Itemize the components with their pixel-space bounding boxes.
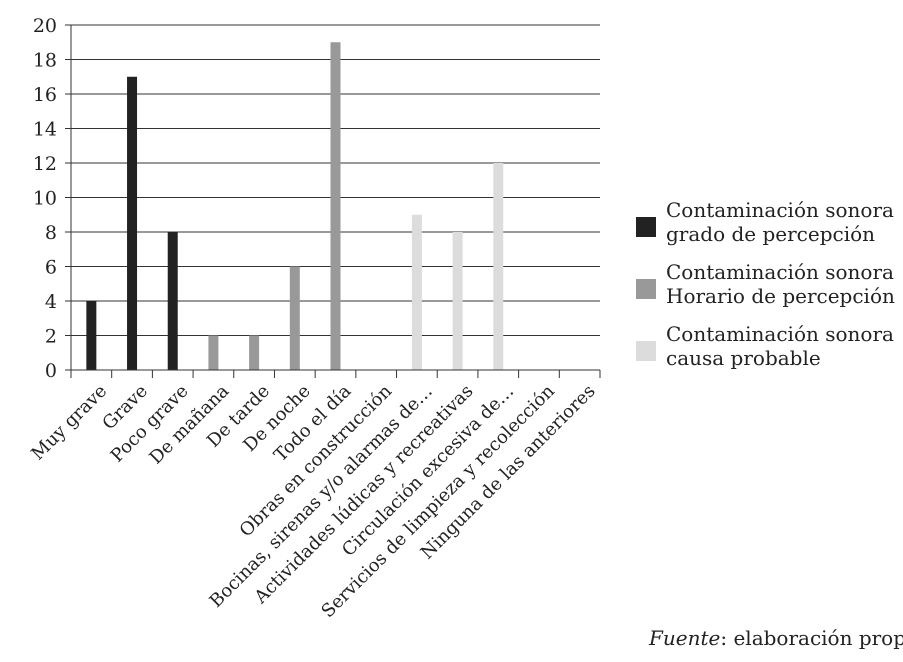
legend-label-line: Horario de percepción — [666, 284, 895, 308]
legend-label-line: grado de percepción — [666, 222, 876, 246]
legend-label-line: Contaminación sonora — [666, 198, 894, 222]
y-tick-label: 6 — [45, 257, 57, 279]
y-tick-label: 2 — [45, 326, 57, 348]
legend-swatch — [636, 217, 656, 237]
bar-3-10 — [452, 232, 463, 370]
legend-label-line: Contaminación sonora — [666, 322, 894, 346]
y-tick-label: 12 — [33, 153, 57, 175]
y-tick-label: 0 — [45, 360, 57, 382]
y-tick-label: 10 — [33, 188, 57, 210]
y-tick-label: 8 — [45, 222, 57, 244]
y-tick-label: 20 — [33, 15, 57, 37]
legend-item-causa: Contaminación sonora causa probable — [636, 322, 901, 384]
legend-label: Contaminación sonora Horario de percepci… — [666, 260, 895, 308]
legend-item-horario: Contaminación sonora Horario de percepci… — [636, 260, 901, 322]
bar-2-5 — [249, 335, 260, 370]
bar-1-1 — [86, 301, 97, 370]
legend-label-line: causa probable — [666, 346, 821, 370]
bar-3-9 — [411, 214, 422, 370]
y-tick-label: 16 — [33, 84, 57, 106]
source-note: Fuente: elaboración propia — [649, 626, 903, 650]
legend-label: Contaminación sonora causa probable — [666, 322, 894, 370]
x-category-label: Muy grave — [27, 381, 111, 465]
legend-swatch — [636, 279, 656, 299]
legend-label-line: Contaminación sonora — [666, 260, 894, 284]
y-tick-label: 14 — [33, 119, 57, 141]
legend-label: Contaminación sonora grado de percepción — [666, 198, 894, 246]
axes — [65, 24, 601, 378]
legend: Contaminación sonora grado de percepción… — [636, 198, 901, 384]
y-tick-label: 4 — [45, 291, 57, 313]
legend-item-grado: Contaminación sonora grado de percepción — [636, 198, 901, 260]
bar-2-4 — [208, 335, 219, 370]
bar-1-2 — [127, 76, 138, 370]
source-label: Fuente — [649, 626, 721, 650]
bars — [86, 42, 504, 370]
bar-1-3 — [167, 232, 178, 370]
legend-swatch — [636, 341, 656, 361]
y-tick-labels: 0 2 4 6 8 10 12 14 16 18 20 — [33, 15, 57, 382]
bar-2-7 — [330, 42, 341, 370]
source-text: : elaboración propia — [720, 626, 903, 650]
y-tick-label: 18 — [33, 50, 57, 72]
bar-2-6 — [289, 266, 300, 370]
bar-3-11 — [493, 163, 504, 370]
